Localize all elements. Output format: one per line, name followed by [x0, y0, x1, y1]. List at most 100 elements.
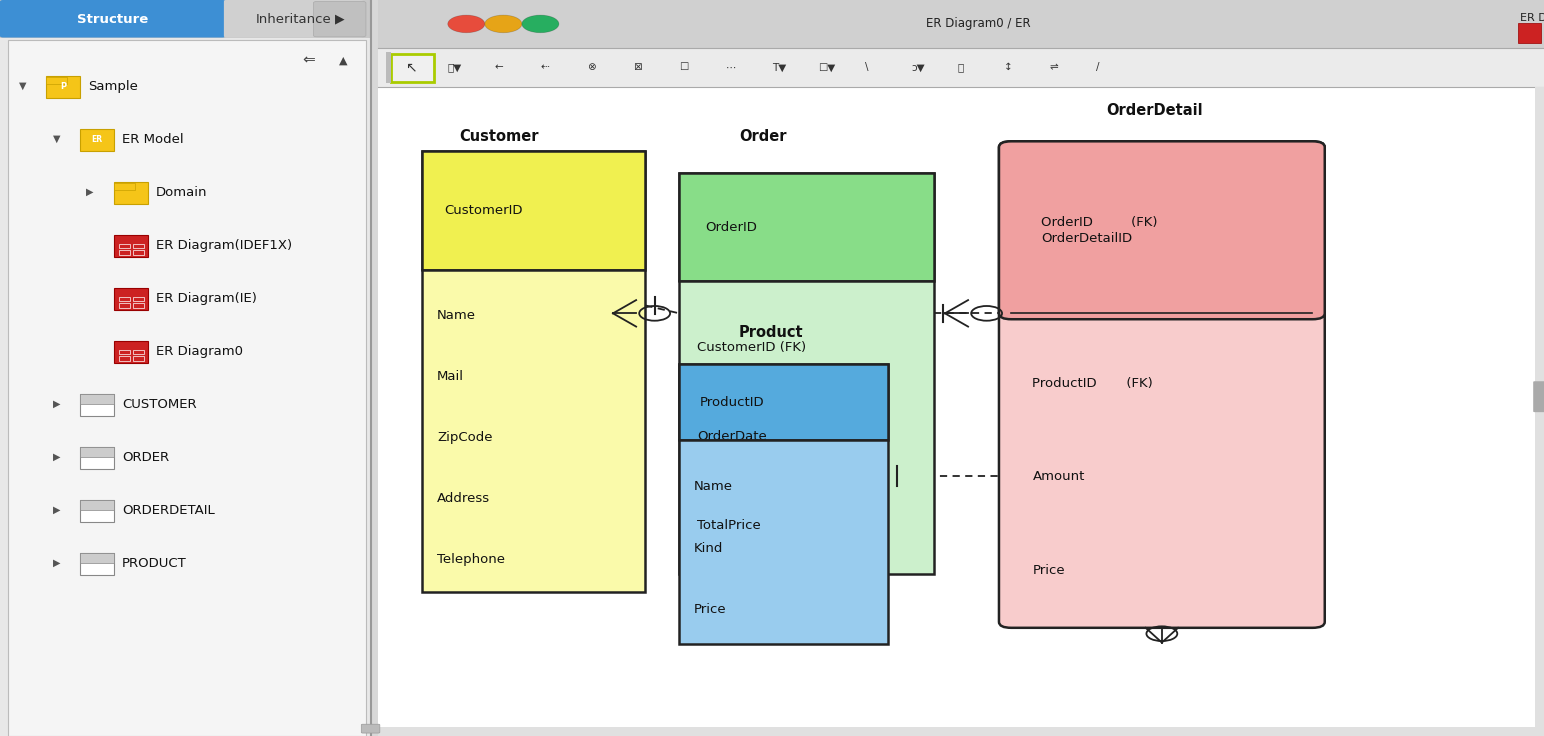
FancyBboxPatch shape: [422, 151, 645, 592]
FancyBboxPatch shape: [114, 182, 148, 204]
FancyBboxPatch shape: [378, 0, 1544, 48]
Text: ER: ER: [91, 135, 103, 144]
Text: CUSTOMER: CUSTOMER: [122, 397, 196, 411]
FancyBboxPatch shape: [114, 341, 148, 363]
Text: ⬜▼: ⬜▼: [448, 63, 462, 72]
Text: ▶: ▶: [52, 505, 60, 515]
Text: ⇌: ⇌: [1050, 63, 1059, 72]
Text: Domain: Domain: [156, 185, 207, 199]
Text: Price: Price: [1033, 564, 1065, 577]
Text: Product: Product: [738, 325, 803, 340]
Circle shape: [522, 15, 559, 32]
FancyBboxPatch shape: [1535, 87, 1544, 736]
FancyBboxPatch shape: [80, 500, 114, 510]
Text: Telephone: Telephone: [437, 553, 505, 565]
Text: ▶: ▶: [52, 399, 60, 409]
Text: Name: Name: [437, 309, 476, 322]
Text: Mail: Mail: [437, 370, 465, 383]
Text: ER Diagram(IE): ER Diagram(IE): [156, 291, 256, 305]
Text: ▶: ▶: [52, 558, 60, 568]
Text: T▼: T▼: [772, 63, 786, 72]
Text: ↄ▼: ↄ▼: [911, 63, 925, 72]
Text: ER Diag: ER Diag: [1513, 13, 1544, 23]
FancyBboxPatch shape: [313, 1, 366, 37]
Text: /: /: [1096, 63, 1099, 72]
Text: Structure: Structure: [77, 13, 148, 26]
Text: ▼: ▼: [19, 81, 26, 91]
FancyBboxPatch shape: [114, 183, 134, 190]
FancyBboxPatch shape: [679, 364, 888, 644]
FancyBboxPatch shape: [0, 0, 371, 736]
FancyBboxPatch shape: [80, 394, 114, 416]
Text: Sample: Sample: [88, 79, 137, 93]
Text: ProductID: ProductID: [701, 395, 764, 408]
Text: ▶: ▶: [335, 13, 344, 26]
FancyBboxPatch shape: [1518, 23, 1541, 43]
Text: TotalPrice: TotalPrice: [698, 519, 761, 532]
Circle shape: [448, 15, 485, 32]
Text: ⋯: ⋯: [726, 63, 736, 72]
FancyBboxPatch shape: [0, 0, 371, 38]
Text: ORDERDETAIL: ORDERDETAIL: [122, 503, 215, 517]
Text: ▶: ▶: [86, 187, 94, 197]
Text: ☐▼: ☐▼: [818, 63, 835, 72]
FancyBboxPatch shape: [679, 364, 888, 440]
Text: Customer: Customer: [459, 129, 539, 144]
Text: ER Model: ER Model: [122, 132, 184, 146]
Text: Order: Order: [740, 129, 786, 144]
FancyBboxPatch shape: [999, 141, 1325, 319]
FancyBboxPatch shape: [1533, 381, 1544, 412]
Text: ⊠: ⊠: [633, 63, 642, 72]
FancyBboxPatch shape: [378, 48, 1544, 87]
Text: ←: ←: [494, 63, 503, 72]
FancyBboxPatch shape: [378, 727, 1535, 736]
Text: Kind: Kind: [693, 542, 723, 555]
FancyBboxPatch shape: [422, 151, 645, 270]
Text: Name: Name: [693, 480, 733, 492]
FancyBboxPatch shape: [80, 553, 114, 562]
Text: ▶: ▶: [52, 452, 60, 462]
Text: ↖: ↖: [405, 60, 417, 74]
Text: CustomerID (FK): CustomerID (FK): [698, 342, 806, 354]
Text: \: \: [865, 63, 868, 72]
FancyBboxPatch shape: [361, 724, 380, 733]
FancyBboxPatch shape: [80, 447, 114, 469]
Text: ER Diagram0 / ER: ER Diagram0 / ER: [926, 18, 1031, 30]
FancyBboxPatch shape: [8, 40, 366, 736]
Text: ⇠: ⇠: [540, 63, 550, 72]
Text: ☐: ☐: [679, 63, 689, 72]
FancyBboxPatch shape: [114, 235, 148, 257]
Text: PRODUCT: PRODUCT: [122, 556, 187, 570]
FancyBboxPatch shape: [679, 173, 934, 281]
Text: ▲: ▲: [338, 55, 347, 66]
Text: OrderDate: OrderDate: [698, 430, 767, 443]
Text: ⛶: ⛶: [957, 63, 963, 72]
FancyBboxPatch shape: [378, 0, 1544, 736]
Text: Amount: Amount: [1033, 470, 1085, 484]
Text: OrderID         (FK)
OrderDetailID: OrderID (FK) OrderDetailID: [1041, 216, 1158, 245]
Text: CustomerID: CustomerID: [445, 204, 522, 217]
FancyBboxPatch shape: [46, 76, 80, 98]
Text: P: P: [60, 82, 66, 91]
FancyBboxPatch shape: [80, 394, 114, 403]
FancyBboxPatch shape: [679, 173, 934, 574]
Text: ER Diagram0: ER Diagram0: [156, 344, 242, 358]
Text: OrderDetail: OrderDetail: [1107, 103, 1203, 118]
FancyBboxPatch shape: [46, 77, 66, 84]
Text: OrderID: OrderID: [704, 221, 757, 233]
Text: ProductID       (FK): ProductID (FK): [1033, 377, 1153, 390]
Text: Inheritance: Inheritance: [256, 13, 332, 26]
FancyBboxPatch shape: [80, 553, 114, 575]
Text: ↕: ↕: [1004, 63, 1013, 72]
Text: ▼: ▼: [52, 134, 60, 144]
Text: Price: Price: [693, 604, 727, 617]
FancyBboxPatch shape: [80, 129, 114, 151]
FancyBboxPatch shape: [999, 141, 1325, 628]
FancyBboxPatch shape: [80, 447, 114, 457]
FancyBboxPatch shape: [224, 0, 363, 38]
Circle shape: [485, 15, 522, 32]
FancyBboxPatch shape: [0, 0, 225, 38]
Text: ⊗: ⊗: [587, 63, 596, 72]
FancyBboxPatch shape: [391, 54, 434, 82]
FancyBboxPatch shape: [386, 52, 391, 83]
